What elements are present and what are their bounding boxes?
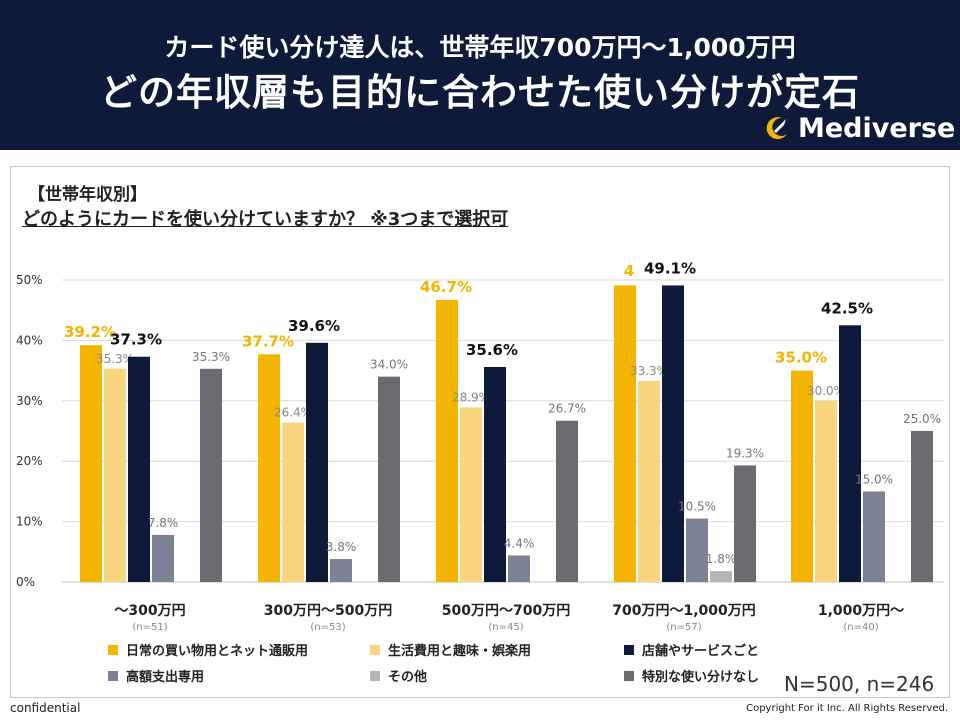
bar [710,571,732,582]
data-label: 19.3% [726,446,764,460]
rocket-moon-icon [766,117,787,140]
data-label: 1.8% [706,552,737,566]
bar [815,400,837,582]
y-tick-label: 30% [16,394,43,408]
category-label: 1,000万円〜 [818,603,904,619]
data-label: 10.5% [678,500,716,514]
bar [911,431,933,582]
bar [436,299,458,582]
bar [378,376,400,582]
bar [863,491,885,582]
bar [839,325,861,582]
data-label: 42.5% [821,299,873,317]
copyright-text: Copyright For it Inc. All Rights Reserve… [746,703,948,714]
bar [508,555,530,582]
data-label: 34.0% [370,358,408,372]
section-label: 【世帯年収別】 [28,185,147,205]
legend-swatch [624,670,634,681]
data-label: 35.3% [96,352,134,366]
data-label: 4.4% [504,536,535,550]
logo: Mediverse [762,112,955,144]
bar [80,345,102,582]
bar [258,354,280,582]
data-label: 39.6% [288,317,340,335]
data-label: 49.1% [644,259,696,277]
category-label: 700万円〜1,000万円 [612,603,756,619]
title-line2: どの年収層も目的に合わせた使い分けが定石 [100,71,860,114]
data-label: 35.6% [466,341,518,359]
data-label: 35.3% [192,350,230,364]
legend-item: 日常の買い物用とネット通販用 [108,640,308,659]
legend-swatch [108,670,118,681]
category-label: 300万円〜500万円 [264,603,392,619]
bar [128,356,150,582]
category-n-label: (n=51) [132,622,167,633]
legend-swatch [370,670,380,681]
legend-item: 高額支出専用 [108,666,204,685]
data-label: 30.0% [807,384,845,398]
header-banner: カード使い分け達人は、世帯年収700万円〜1,000万円 どの年収層も目的に合わ… [0,0,960,150]
bar [484,366,506,582]
data-label: 46.7% [420,278,472,296]
bar [104,368,126,582]
y-tick-label: 20% [16,454,43,468]
data-label: 33.3% [630,364,668,378]
category-label: 〜300万円 [114,603,185,619]
data-label: 3.8% [326,540,357,554]
data-label: 25.0% [903,412,941,426]
confidential-label: confidential [10,701,81,715]
legend-item: その他 [370,666,427,685]
sample-size-note: N=500, n=246 [784,672,935,696]
data-label: 4 [624,262,634,280]
data-label: 37.7% [242,332,294,350]
data-label: 26.4% [274,406,312,420]
bar [460,407,482,582]
data-label: 26.7% [548,402,586,416]
title-line1: カード使い分け達人は、世帯年収700万円〜1,000万円 [164,33,796,62]
legend-label: 生活費用と趣味・娯楽用 [388,644,532,659]
bar [734,465,756,582]
bar [556,420,578,582]
data-label: 37.3% [110,331,162,349]
data-label: 39.2% [64,323,116,341]
logo-text: Mediverse [798,112,956,144]
legend-label: 店舗やサービスごと [642,644,760,659]
legend-swatch [108,644,118,655]
data-label: 15.0% [855,472,893,486]
category-n-label: (n=45) [488,622,523,633]
legend-item: 特別な使い分けなし [624,666,759,685]
legend-swatch [370,644,380,655]
y-tick-label: 40% [16,333,43,347]
data-label: 35.0% [775,349,827,367]
question-text: どのようにカードを使い分けていますか？ ※3つまで選択可 [22,209,509,230]
bar [282,422,304,582]
category-label: 500万円〜700万円 [442,603,570,619]
bar [791,370,813,582]
category-n-label: (n=53) [310,622,345,633]
bar [152,534,174,582]
legend-label: 高額支出専用 [126,670,205,685]
y-tick-label: 0% [16,575,35,589]
y-tick-label: 10% [16,515,43,529]
legend-label: 特別な使い分けなし [642,670,760,685]
category-n-label: (n=40) [843,622,878,633]
bar [686,518,708,582]
bar [662,285,684,582]
legend-label: 日常の買い物用とネット通販用 [126,644,309,659]
y-tick-label: 50% [16,273,43,287]
legend-swatch [624,644,634,655]
bar [614,285,636,582]
legend-label: その他 [388,670,428,685]
bar [330,559,352,582]
legend-item: 生活費用と趣味・娯楽用 [370,640,531,659]
category-n-label: (n=57) [666,622,701,633]
data-label: 7.8% [148,516,179,530]
data-label: 28.9% [452,390,490,404]
bar [638,380,660,582]
chart-legend: 日常の買い物用とネット通販用 生活費用と趣味・娯楽用 店舗やサービスごと高額支出専用… [108,640,808,692]
bar [200,368,222,582]
bar [306,342,328,582]
legend-item: 店舗やサービスごと [624,640,759,659]
